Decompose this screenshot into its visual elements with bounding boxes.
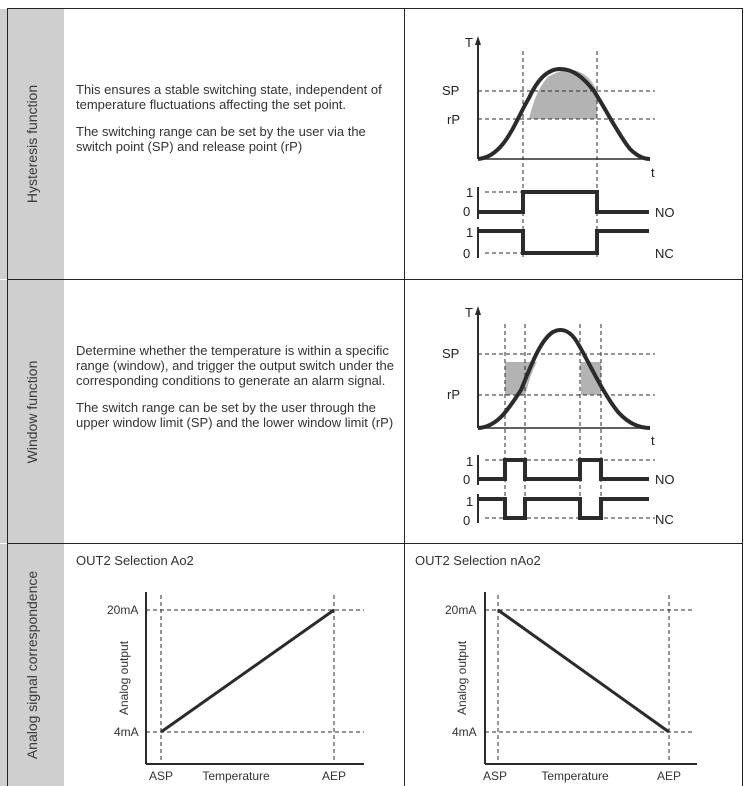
- window-diagram: T t SP rP 1 0 1 0 NO NC: [442, 305, 675, 528]
- window-time-axis-label: t: [651, 433, 655, 448]
- window-nc-high-label: 1: [466, 494, 473, 509]
- window-paragraph-1: Determine whether the temperature is wit…: [76, 343, 394, 388]
- table-border-right: [742, 8, 743, 786]
- table-divider-2: [7, 543, 743, 544]
- temperature-axis-label: T: [465, 35, 473, 50]
- rp-label: rP: [447, 112, 460, 127]
- t-axis-arrow: [475, 36, 481, 45]
- window-no-low-label: 0: [463, 472, 470, 487]
- window-nc-output-label: NC: [655, 512, 674, 527]
- analog-nao2-title: OUT2 Selection nAo2: [415, 553, 541, 568]
- window-no-high-label: 1: [466, 454, 473, 469]
- ao2-4ma-label: 4mA: [114, 725, 139, 739]
- nc-high-label: 1: [466, 225, 473, 240]
- row-label-cell-hysteresis: Hysteresis function: [0, 9, 64, 279]
- table-divider-1: [7, 279, 743, 280]
- table-border-top: [7, 8, 743, 9]
- hysteresis-paragraph-1: This ensures a stable switching state, i…: [76, 82, 382, 112]
- window-no-signal-trace: [478, 458, 649, 481]
- window-nc-signal-trace: [478, 497, 649, 520]
- nc-signal-trace: [478, 229, 649, 255]
- table-border-left: [7, 8, 8, 786]
- window-rp-label: rP: [447, 387, 460, 402]
- ao2-output-line: [160, 608, 335, 734]
- nc-output-label: NC: [655, 246, 674, 261]
- row-label-hysteresis: Hysteresis function: [24, 84, 40, 204]
- hysteresis-description: This ensures a stable switching state, i…: [76, 82, 396, 166]
- table-column-divider: [404, 8, 405, 786]
- hysteresis-paragraph-2: The switching range can be set by the us…: [76, 124, 366, 154]
- no-low-label: 0: [463, 204, 470, 219]
- row-label-analog: Analog signal correspondence: [24, 570, 40, 760]
- hysteresis-shaded-region: [529, 69, 597, 119]
- window-sp-label: SP: [442, 346, 459, 361]
- analog-ao2-chart: 20mA 4mA Analog output ASP Temperature A…: [107, 592, 364, 783]
- nao2-4ma-label: 4mA: [452, 725, 477, 739]
- nao2-temperature-label: Temperature: [541, 769, 609, 783]
- window-description: Determine whether the temperature is wit…: [76, 343, 396, 442]
- ao2-asp-label: ASP: [149, 769, 173, 783]
- ao2-y-axis-label: Analog output: [117, 640, 131, 715]
- window-nc-low-label: 0: [463, 513, 470, 528]
- nao2-y-axis-label: Analog output: [455, 640, 469, 715]
- analog-ao2-title: OUT2 Selection Ao2: [76, 553, 194, 568]
- sp-label: SP: [442, 83, 459, 98]
- nao2-20ma-label: 20mA: [445, 603, 476, 617]
- nc-low-label: 0: [463, 246, 470, 261]
- nao2-output-line: [497, 608, 670, 734]
- no-output-label: NO: [655, 205, 675, 220]
- window-no-output-label: NO: [655, 472, 675, 487]
- row-label-cell-window: Window function: [0, 280, 64, 543]
- time-axis-label: t: [651, 165, 655, 180]
- row-label-cell-analog: Analog signal correspondence: [0, 544, 64, 786]
- no-signal-trace: [478, 190, 649, 214]
- no-high-label: 1: [466, 185, 473, 200]
- hysteresis-diagram: T t SP rP 1 0 1 0 NO NC: [442, 35, 675, 261]
- window-t-axis-arrow: [475, 306, 481, 315]
- ao2-20ma-label: 20mA: [107, 603, 138, 617]
- window-paragraph-2: The switch range can be set by the user …: [76, 400, 394, 430]
- nao2-aep-label: AEP: [657, 769, 681, 783]
- nao2-asp-label: ASP: [483, 769, 507, 783]
- window-temperature-axis-label: T: [465, 305, 473, 320]
- window-shaded-region-right: [580, 362, 601, 395]
- temperature-curve: [477, 66, 651, 161]
- analog-nao2-chart: 20mA 4mA Analog output ASP Temperature A…: [445, 592, 697, 783]
- window-temperature-curve: [477, 328, 651, 430]
- ao2-temperature-label: Temperature: [202, 769, 270, 783]
- ao2-aep-label: AEP: [322, 769, 346, 783]
- row-label-window: Window function: [24, 360, 40, 463]
